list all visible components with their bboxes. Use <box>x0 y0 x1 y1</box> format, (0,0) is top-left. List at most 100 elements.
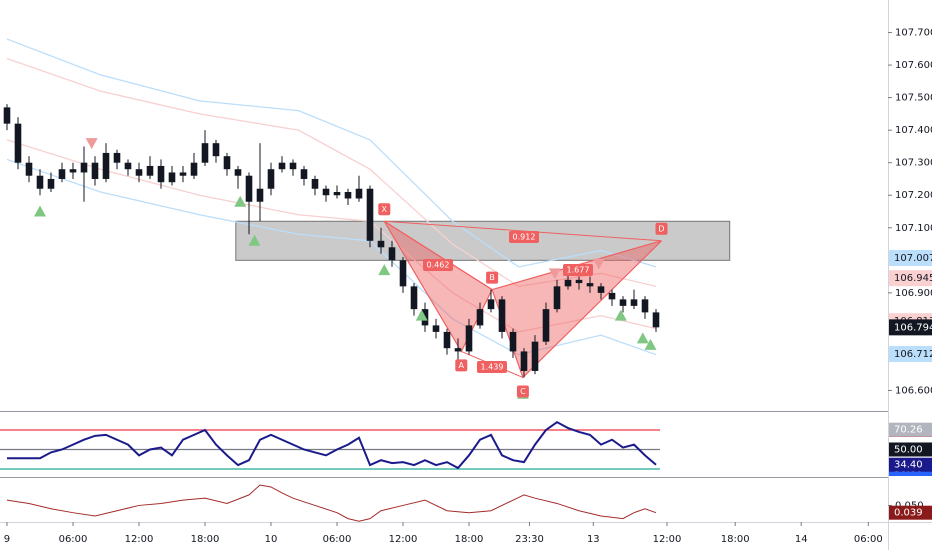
candle-body <box>36 175 44 189</box>
current-label-box <box>889 505 932 520</box>
candle-body <box>476 309 484 326</box>
pattern-line <box>384 220 493 291</box>
y-tick-label: 107.100 <box>895 223 932 234</box>
ratio-label: 0.912 <box>513 233 536 242</box>
candle-body <box>102 152 110 179</box>
candle-body <box>619 299 627 306</box>
candle-body <box>80 162 88 173</box>
max-label: 70.26 <box>894 425 923 436</box>
candle-body <box>179 172 187 176</box>
sell-signal <box>548 268 561 280</box>
candle-body <box>454 348 462 352</box>
pattern-point-box <box>378 203 391 216</box>
candle-body <box>443 331 451 349</box>
candle-body <box>135 169 143 176</box>
y-tick-label: 107.200 <box>895 190 932 201</box>
candle-body <box>300 169 308 179</box>
candle-body <box>14 123 22 163</box>
x-tick-label: 12:00 <box>125 534 154 545</box>
candle-body <box>377 240 385 248</box>
y-tick-label: 107.600 <box>895 60 932 71</box>
candle-body <box>553 286 561 310</box>
candle-body <box>289 162 297 170</box>
candle-body <box>542 309 550 342</box>
candle-body <box>25 162 33 176</box>
ratio-box <box>509 231 539 243</box>
price-label-box <box>889 250 932 267</box>
candle-body <box>597 286 605 293</box>
candle-body <box>399 260 407 287</box>
candle-body <box>355 188 363 199</box>
candle-body <box>311 178 319 189</box>
pattern-point-box <box>486 271 499 284</box>
candle-body <box>575 279 583 284</box>
candle-body <box>586 283 594 287</box>
indicator-line <box>6 420 657 470</box>
ratio-box <box>477 361 507 373</box>
candle-body <box>465 325 473 352</box>
x-tick-label: 18:00 <box>191 534 220 545</box>
y-tick-label: 107.400 <box>895 125 932 136</box>
pattern-point-label: C <box>520 387 526 396</box>
candle-body <box>267 169 275 189</box>
y-tick-label: 107.700 <box>895 28 932 39</box>
pattern-point-box <box>455 359 468 372</box>
ratio-label: 1.677 <box>567 266 590 275</box>
candle-body <box>223 156 231 170</box>
x-tick-label: 18:00 <box>455 534 484 545</box>
buy-signal <box>614 309 627 321</box>
candle-body <box>190 162 198 176</box>
ratio-box <box>423 259 453 271</box>
candle-body <box>630 299 638 306</box>
x-tick-label: 12:00 <box>389 534 418 545</box>
max-label-box <box>889 422 932 437</box>
candle-body <box>157 165 165 183</box>
ratio-label: 1.439 <box>481 363 504 372</box>
candle-body <box>509 331 517 352</box>
candle-body <box>245 175 253 202</box>
x-tick-label: 06:00 <box>59 534 88 545</box>
buy-signal <box>33 205 46 217</box>
ratio-box <box>563 264 593 276</box>
price-label: 106.712 <box>894 349 932 360</box>
candle-body <box>113 152 121 163</box>
level-label-box <box>889 442 932 457</box>
candle-body <box>388 247 396 261</box>
band-line <box>6 57 657 288</box>
candle-body <box>168 172 176 183</box>
buy-signal <box>248 234 261 246</box>
candle-body <box>47 178 55 189</box>
level-label: 50.00 <box>894 444 923 455</box>
x-tick-label: 14 <box>795 534 808 545</box>
candle-body <box>531 341 539 371</box>
candle-body <box>124 162 132 170</box>
price-label-box <box>889 270 932 287</box>
price-label: 106.794 <box>894 322 932 333</box>
candle-body <box>608 292 616 300</box>
x-tick-label: 18:00 <box>721 534 750 545</box>
y-tick-label: 107.500 <box>895 93 932 104</box>
candle-body <box>3 107 11 124</box>
band-line <box>6 38 657 268</box>
price-label-box <box>889 319 932 336</box>
x-tick-label: 10 <box>265 534 278 545</box>
x-tick-label: 23:30 <box>515 534 544 545</box>
candle-body <box>91 162 99 179</box>
candle-body <box>344 191 352 199</box>
candle-body <box>69 169 77 173</box>
candle-body <box>520 351 528 371</box>
price-label: 106.945 <box>894 273 932 284</box>
candle-body <box>278 162 286 170</box>
buy-signal <box>636 332 649 344</box>
ratio-label: 0.462 <box>427 261 450 270</box>
x-tick-label: 06:00 <box>323 534 352 545</box>
x-tick-label: 06:00 <box>854 534 883 545</box>
pattern-point-box <box>516 385 529 398</box>
x-tick-label: 13 <box>587 534 600 545</box>
candle-body <box>641 299 649 313</box>
y-tick-label: 106.900 <box>895 288 932 299</box>
sell-signal <box>592 258 605 270</box>
x-tick-label: 12:00 <box>653 534 682 545</box>
candle-body <box>212 143 220 157</box>
